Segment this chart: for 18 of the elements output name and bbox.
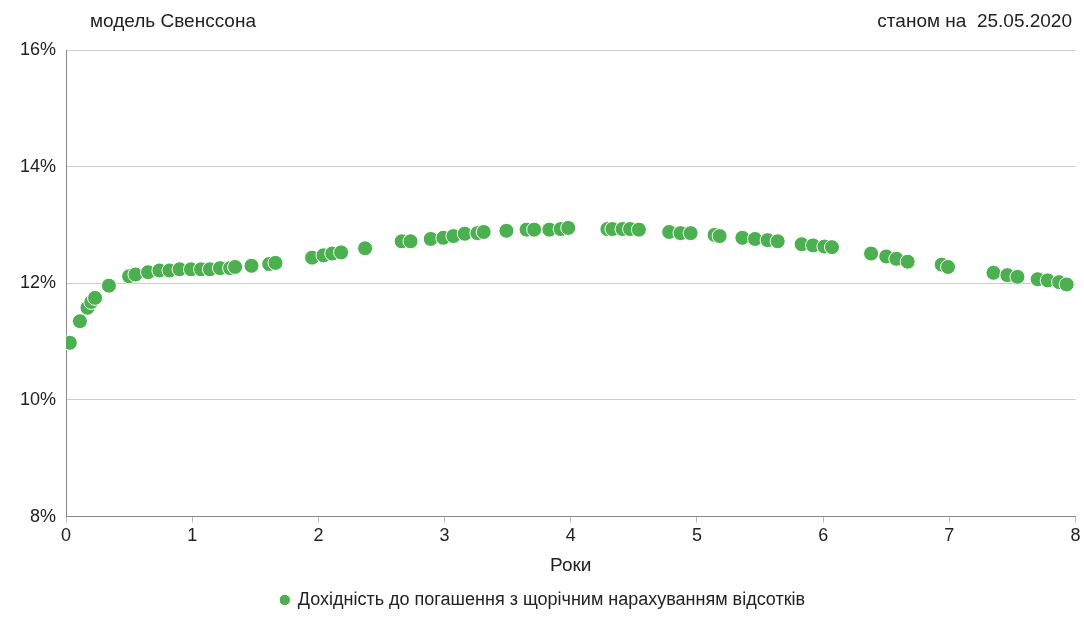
x-tick-label: 8 xyxy=(1070,525,1081,546)
legend-label: Дохідність до погашення з щорічним нарахуванням відсотків xyxy=(297,588,806,609)
x-axis-title: Роки xyxy=(550,553,592,575)
x-tick-label: 5 xyxy=(691,525,702,546)
x-tick-label: 1 xyxy=(187,525,198,546)
x-tick-label: 7 xyxy=(944,525,955,546)
y-tick-label: 8% xyxy=(30,505,57,526)
x-tick-label: 4 xyxy=(565,525,576,546)
y-tick-label: 12% xyxy=(20,272,57,293)
y-tick-label: 16% xyxy=(20,38,57,59)
x-tick-label: 6 xyxy=(818,525,829,546)
y-tick-label: 14% xyxy=(20,155,57,176)
x-tick-label: 0 xyxy=(61,525,72,546)
x-tick-label: 2 xyxy=(313,525,324,546)
x-tick-label: 3 xyxy=(439,525,450,546)
chart-title: модель Свенссона xyxy=(90,10,256,32)
y-tick-label: 10% xyxy=(20,388,57,409)
chart-subtitle: станом на 25.05.2020 xyxy=(877,10,1072,32)
